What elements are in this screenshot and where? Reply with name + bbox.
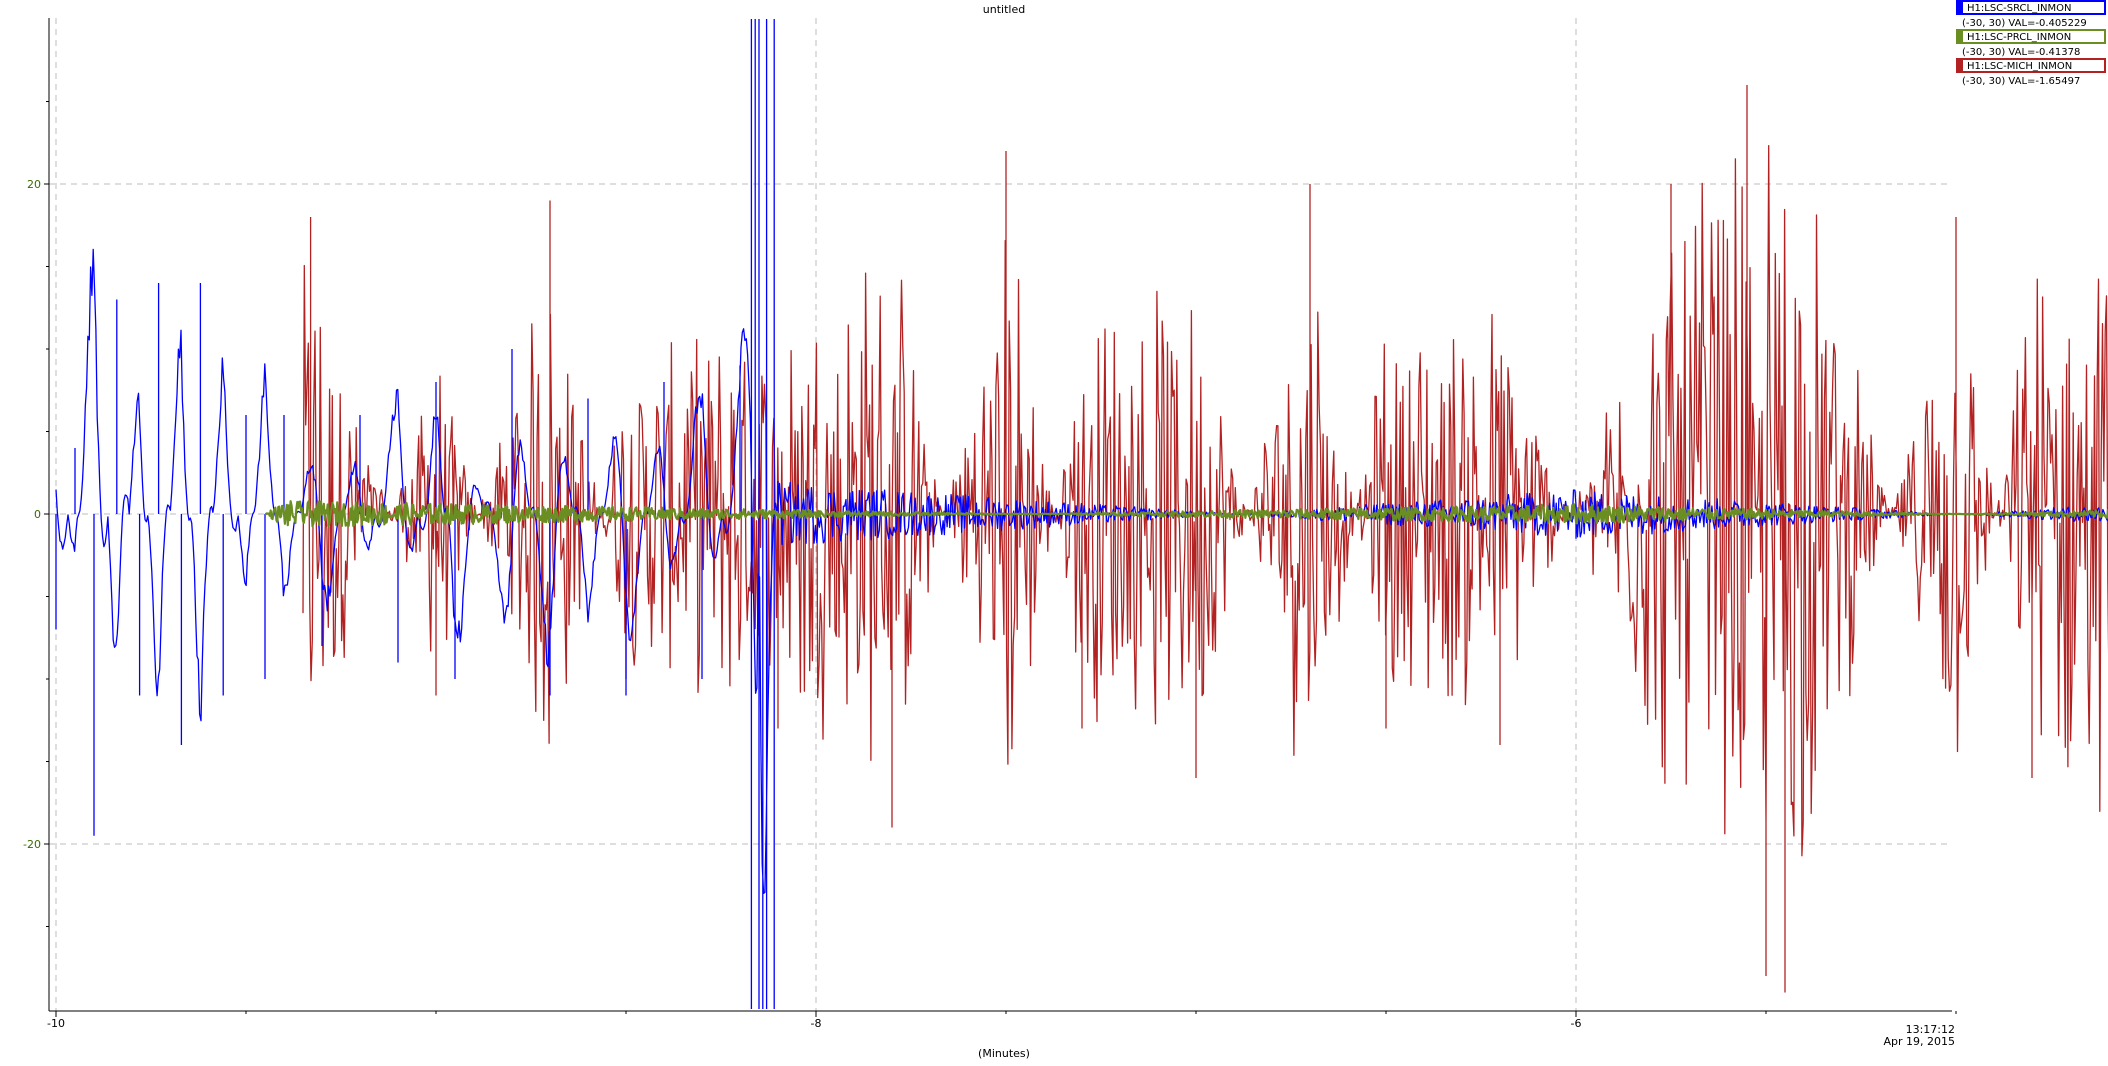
x-tick-label: -10 — [47, 1017, 65, 1030]
legend-series-name: H1:LSC-MICH_INMON — [1967, 61, 2072, 72]
series-layer — [55, 19, 2108, 1009]
legend-series-value: (-30, 30) VAL=-0.405229 — [1962, 18, 2087, 29]
legend: H1:LSC-SRCL_INMON (-30, 30) VAL=-0.405229… — [1956, 0, 2106, 87]
legend-swatch — [1957, 1, 1963, 14]
timestamp-time: 13:17:12 — [1906, 1023, 1955, 1036]
series-line-2 — [302, 85, 2108, 993]
x-tick-label: -6 — [1571, 1017, 1582, 1030]
y-tick-label: 0 — [34, 508, 41, 521]
x-axis-label: (Minutes) — [978, 1047, 1030, 1060]
legend-swatch — [1957, 59, 1963, 72]
legend-series-name: H1:LSC-SRCL_INMON — [1967, 3, 2072, 14]
legend-series-value: (-30, 30) VAL=-1.65497 — [1962, 76, 2080, 87]
y-tick-label: 20 — [27, 178, 41, 191]
legend-swatch — [1957, 30, 1963, 43]
legend-series-name: H1:LSC-PRCL_INMON — [1967, 32, 2071, 43]
y-tick-label: -20 — [23, 838, 41, 851]
series-line-1 — [264, 500, 2108, 528]
timestamp-date: Apr 19, 2015 — [1883, 1035, 1955, 1048]
legend-series-value: (-30, 30) VAL=-0.41378 — [1962, 47, 2080, 58]
tick-marks: -10-8-6-4-2200-20 — [23, 101, 1957, 1030]
x-tick-label: -8 — [811, 1017, 822, 1030]
chart-title: untitled — [983, 3, 1025, 16]
